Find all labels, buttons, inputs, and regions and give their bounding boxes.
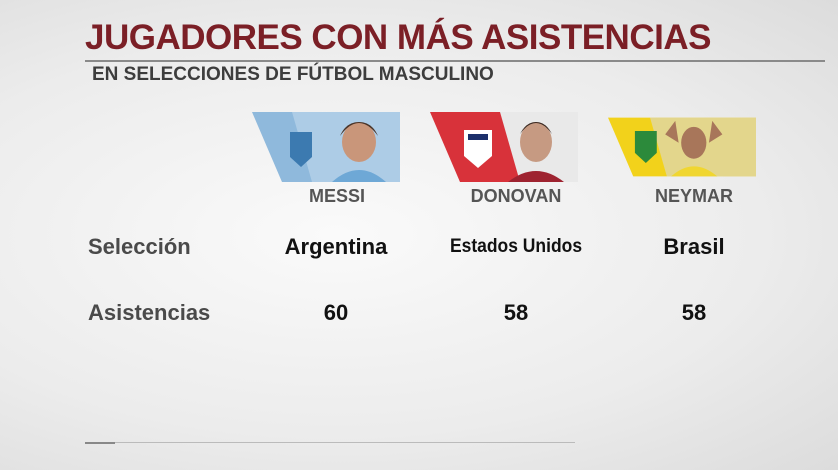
player-name: DONOVAN	[470, 186, 562, 206]
player-card-messi	[252, 112, 400, 182]
cell: 58	[681, 300, 707, 325]
subtitle: EN SELECCIONES DE FÚTBOL MASCULINO	[92, 64, 494, 85]
footer-accent	[85, 442, 115, 444]
title-rule	[85, 60, 825, 62]
footer-line	[85, 442, 575, 443]
cell: 58	[503, 300, 529, 325]
player-name: NEYMAR	[654, 186, 733, 206]
row-label: Asistencias	[88, 300, 211, 325]
player-name: MESSI	[308, 186, 365, 206]
player-card-neymar	[608, 117, 756, 177]
cell: Estados Unidos	[449, 236, 583, 257]
player-card-donovan	[430, 112, 578, 182]
cell: 60	[323, 300, 349, 325]
cell: Brasil	[663, 234, 725, 259]
title: JUGADORES CON MÁS ASISTENCIAS	[85, 18, 711, 57]
cell: Argentina	[284, 234, 388, 259]
row-label: Selección	[88, 234, 191, 259]
